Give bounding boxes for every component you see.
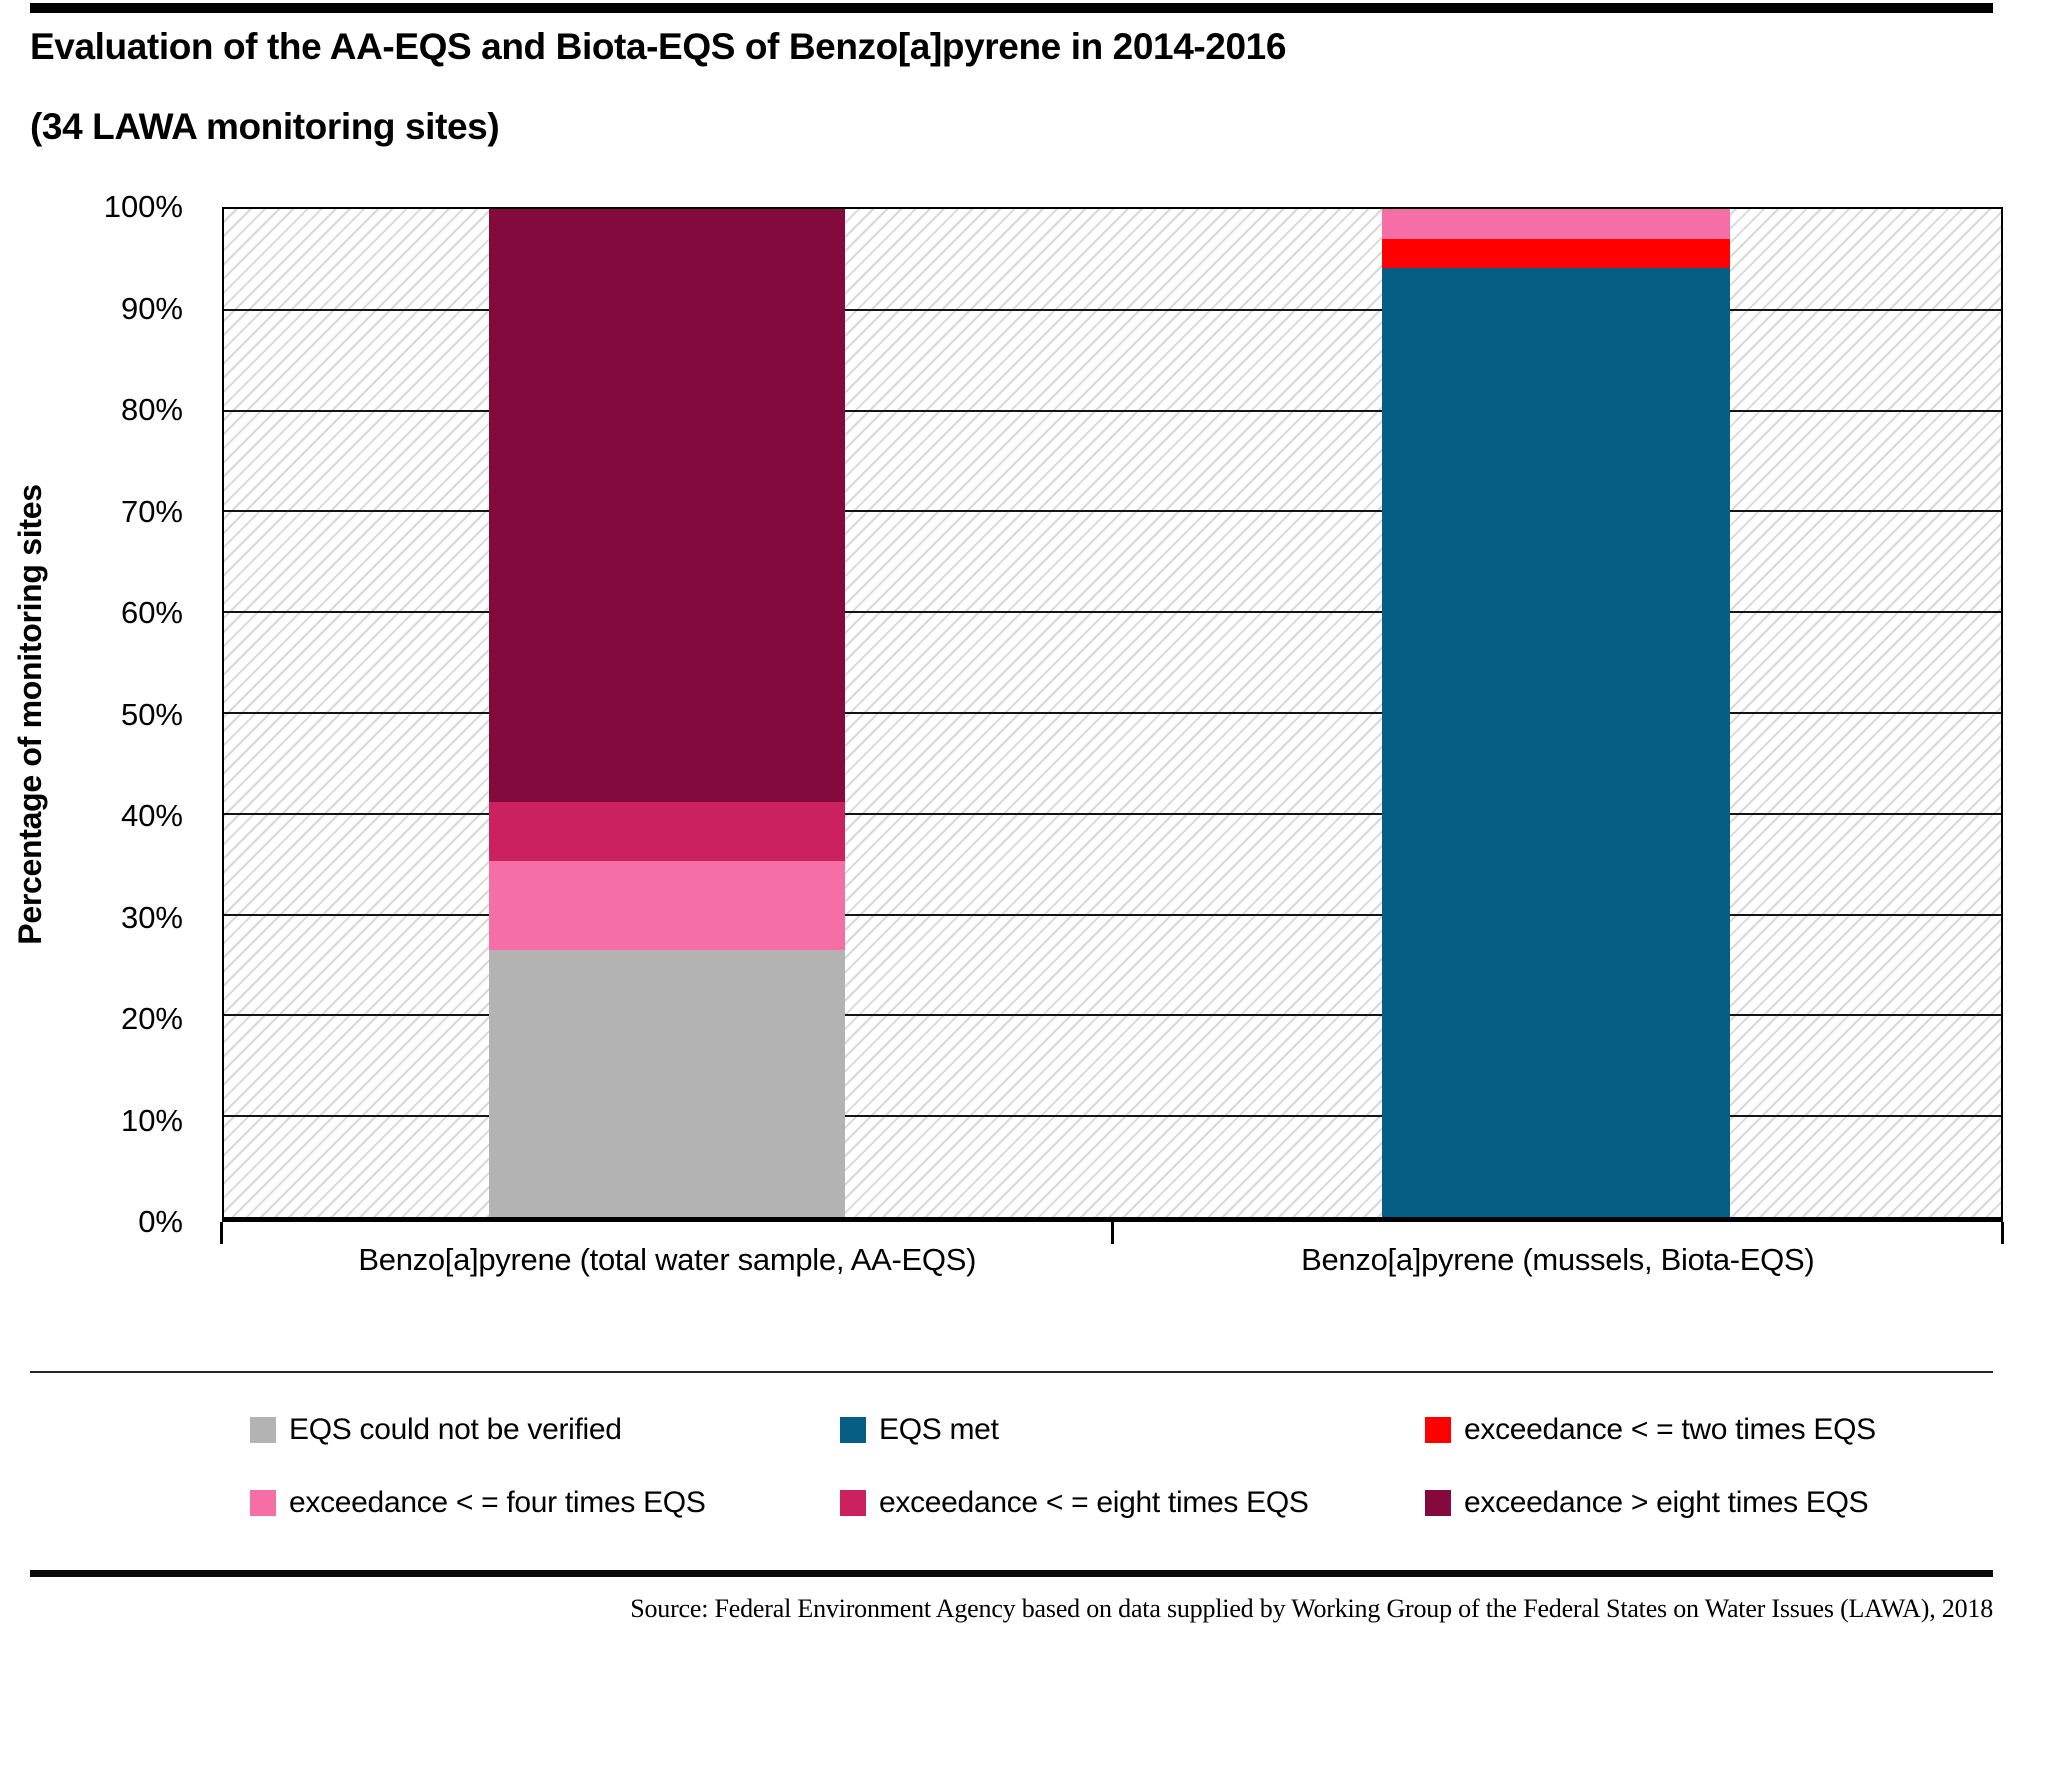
bar-segment — [489, 802, 845, 862]
chart-subtitle: (34 LAWA monitoring sites) — [30, 106, 500, 147]
y-axis-tick-label: 60% — [120, 595, 183, 630]
bar-segment — [489, 950, 845, 1217]
legend-item-label: exceedance < = eight times EQS — [879, 1486, 1309, 1519]
legend-swatch — [840, 1490, 866, 1516]
plot-area — [222, 207, 2003, 1222]
legend-item-label: EQS met — [879, 1413, 999, 1446]
legend-item-label: EQS could not be verified — [289, 1413, 622, 1446]
y-axis-tick-label: 10% — [120, 1102, 183, 1138]
bar-segment — [489, 209, 845, 803]
legend-item: exceedance < = four times EQS — [250, 1486, 706, 1520]
bar-segment — [1382, 268, 1730, 1217]
legend-item: EQS could not be verified — [250, 1413, 622, 1447]
y-axis-tick-label: 80% — [120, 392, 183, 427]
gridline — [224, 712, 2001, 714]
gridline — [224, 1115, 2001, 1118]
top-rule — [30, 3, 1993, 13]
stacked-bar — [489, 209, 845, 1217]
legend-item: exceedance < = two times EQS — [1425, 1413, 1876, 1447]
source-rule — [30, 1570, 1993, 1577]
legend-item: EQS met — [840, 1413, 999, 1447]
y-axis-tick-label: 30% — [120, 899, 183, 935]
gridline — [224, 1014, 2001, 1017]
source-note: Source: Federal Environment Agency based… — [630, 1594, 1993, 1623]
x-axis-tick-left — [220, 1222, 223, 1244]
y-axis-tick-label: 40% — [120, 798, 183, 833]
legend-item: exceedance < = eight times EQS — [840, 1486, 1309, 1520]
y-axis-tick-label: 0% — [138, 1204, 183, 1239]
y-axis-tick-label: 100% — [103, 189, 183, 224]
stacked-bar — [1382, 209, 1730, 1217]
legend-item-label: exceedance < = two times EQS — [1464, 1413, 1876, 1446]
bar-segment — [489, 861, 845, 951]
legend-swatch — [1425, 1417, 1451, 1443]
x-axis-tick-right — [2001, 1222, 2004, 1244]
y-axis-tick-label: 20% — [120, 1001, 183, 1036]
chart-title: Evaluation of the AA-EQS and Biota-EQS o… — [30, 26, 1287, 67]
legend-item: exceedance > eight times EQS — [1425, 1486, 1869, 1520]
x-axis-tick-middle — [1111, 1222, 1114, 1244]
legend-item-label: exceedance > eight times EQS — [1464, 1486, 1869, 1519]
bar-segment — [1382, 209, 1730, 239]
y-axis-tick-label: 70% — [120, 493, 183, 529]
y-axis-tick-label: 90% — [120, 290, 183, 326]
gridline — [224, 409, 2001, 412]
x-axis-category-label: Benzo[a]pyrene (total water sample, AA-E… — [358, 1242, 977, 1277]
legend-swatch — [250, 1490, 276, 1516]
gridline — [224, 510, 2001, 513]
legend-swatch — [840, 1417, 866, 1443]
bar-segment — [1382, 238, 1730, 269]
gridline — [224, 611, 2001, 614]
legend-divider — [30, 1371, 1993, 1373]
legend-item-label: exceedance < = four times EQS — [289, 1486, 706, 1519]
y-axis-tick-label: 50% — [120, 696, 183, 732]
gridline — [224, 308, 2001, 311]
gridline — [224, 812, 2001, 815]
legend-swatch — [250, 1417, 276, 1443]
x-axis-category-label: Benzo[a]pyrene (mussels, Biota-EQS) — [1301, 1242, 1815, 1277]
gridline — [224, 913, 2001, 916]
legend-swatch — [1425, 1490, 1451, 1516]
